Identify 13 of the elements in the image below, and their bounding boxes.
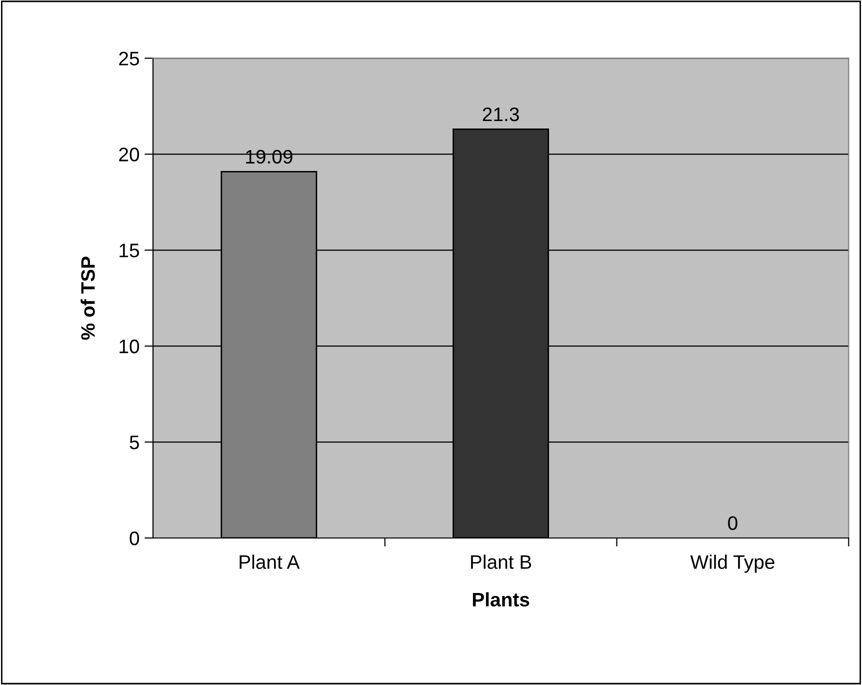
x-tick-label: Plant A: [240, 554, 300, 569]
y-axis-title: % of TSP: [80, 256, 95, 340]
data-label: 0: [728, 516, 738, 530]
y-tick-label: 15: [120, 244, 139, 258]
y-tick-label: 5: [130, 436, 139, 450]
x-tick-label: Wild Type: [690, 554, 774, 573]
y-tick-label: 10: [120, 340, 140, 354]
y-tick-label: 20: [119, 148, 140, 162]
x-tick-label: Plant B: [471, 554, 532, 569]
y-tick-label: 0: [130, 531, 140, 546]
x-axis-title: Plants: [472, 592, 530, 607]
y-tick-label: 25: [119, 52, 139, 66]
data-label: 21.3: [482, 107, 519, 122]
